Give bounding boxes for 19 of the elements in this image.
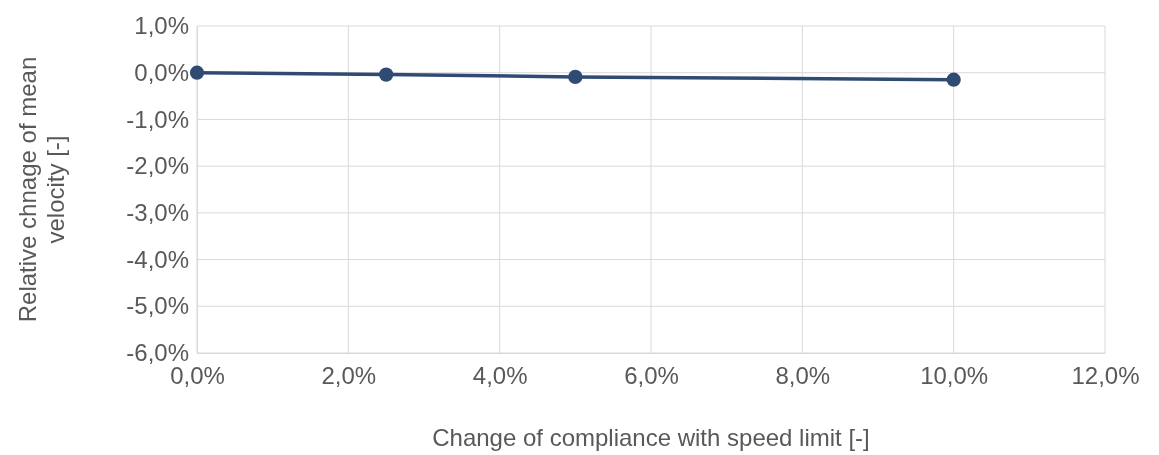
x-tick-label: 10,0%	[920, 362, 989, 390]
y-tick-label: -3,0%	[126, 199, 189, 227]
x-tick-label: 6,0%	[624, 362, 679, 390]
point	[189, 65, 205, 80]
point	[568, 69, 583, 85]
x-tick-label: 12,0%	[1071, 362, 1140, 390]
y-tick-label: 0,0%	[134, 58, 189, 86]
y-tick-label: -1,0%	[126, 105, 189, 133]
y-tick-label: -4,0%	[126, 245, 189, 273]
point	[379, 67, 394, 82]
y-tick-label: 1,0%	[134, 12, 189, 40]
x-tick-label: 2,0%	[321, 362, 377, 390]
x-axis-title: Change of compliance with speed limit [-]	[432, 424, 870, 451]
y-tick-label: -5,0%	[126, 292, 189, 320]
x-tick-label: 8,0%	[775, 362, 831, 390]
x-tick-label: 4,0%	[472, 362, 528, 390]
point	[946, 72, 961, 87]
y-axis-title: Relative chnage of mean velocity [-]	[14, 56, 69, 323]
y-tick-label: -2,0%	[126, 152, 189, 180]
